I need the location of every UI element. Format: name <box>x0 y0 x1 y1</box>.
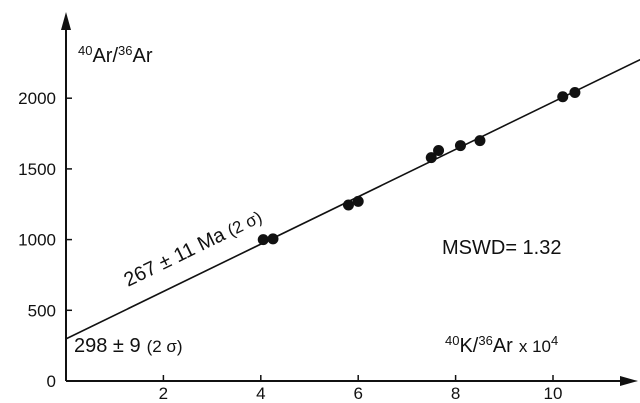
x-tick-label: 6 <box>353 384 362 403</box>
fit-line-group <box>66 55 640 339</box>
data-point <box>353 196 364 207</box>
data-point <box>455 140 466 151</box>
data-point <box>557 91 568 102</box>
y-tick-label: 2000 <box>18 89 56 108</box>
y-tick-label: 1500 <box>18 160 56 179</box>
isochron-fit-line <box>66 55 640 339</box>
data-point <box>569 87 580 98</box>
y-axis-label: 40Ar/36Ar <box>78 43 153 67</box>
x-axis-arrow <box>620 376 638 386</box>
data-point <box>433 145 444 156</box>
x-tick-label: 4 <box>256 384 265 403</box>
data-point <box>267 233 278 244</box>
age-annotation: 267 ± 11 Ma(2 σ) <box>121 206 266 292</box>
mswd-annotation: MSWD= 1.32 <box>442 237 561 259</box>
y-tick-label: 1000 <box>18 231 56 250</box>
x-axis-label: 40K/36Ar x 104 <box>445 333 558 357</box>
y-tick-label: 500 <box>28 301 56 320</box>
data-point <box>474 135 485 146</box>
axes <box>61 12 638 386</box>
intercept-annotation: 298 ± 9 (2 σ) <box>74 335 183 357</box>
x-tick-label: 2 <box>159 384 168 403</box>
y-axis-arrow <box>61 12 71 30</box>
x-tick-label: 10 <box>544 384 563 403</box>
data-point <box>258 234 269 245</box>
y-tick-label: 0 <box>47 372 56 391</box>
data-point <box>343 199 354 210</box>
x-tick-label: 8 <box>451 384 460 403</box>
